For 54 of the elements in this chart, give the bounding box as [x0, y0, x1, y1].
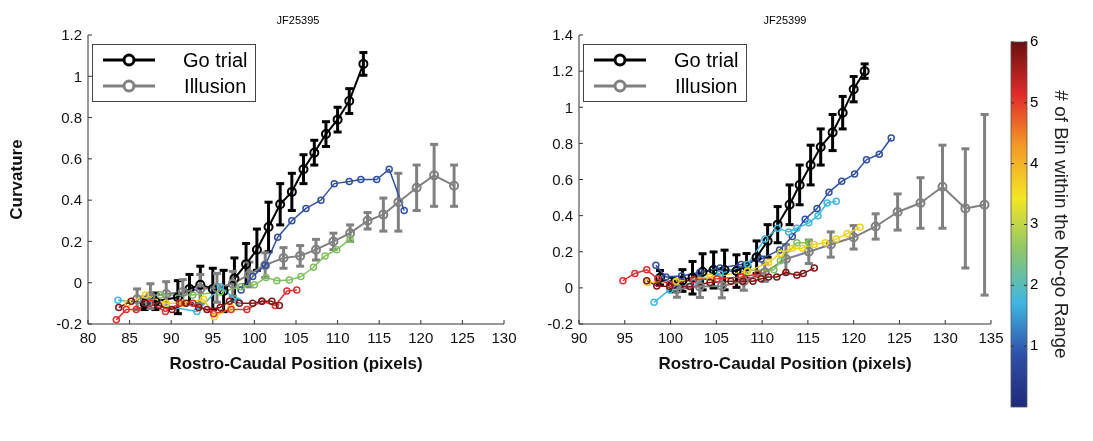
x-tick-label: 105 — [283, 328, 309, 346]
y-tick-label: -0.2 — [56, 315, 82, 333]
y-tick-label: 0.4 — [61, 191, 82, 209]
color-bar-label: 4 — [1030, 153, 1039, 171]
x-tick-label: 105 — [703, 328, 729, 346]
x-tick-label: 95 — [204, 328, 222, 346]
y-tick-label: 1 — [564, 98, 573, 116]
x-tick-label: 115 — [367, 328, 392, 346]
x-tick-label: 115 — [795, 328, 820, 346]
color-bar-label: 5 — [1030, 92, 1039, 110]
color-bar-label: 2 — [1030, 275, 1039, 293]
y-tick-label: 1.2 — [61, 26, 82, 44]
y-tick-label: 0.6 — [552, 170, 573, 188]
x-tick-label: 100 — [241, 328, 267, 346]
x-tick-label: 110 — [750, 328, 775, 346]
legend-label: Illusion — [674, 74, 739, 98]
x-tick-label: 80 — [79, 328, 97, 346]
x-tick-label: 110 — [325, 328, 350, 346]
y-tick-label: 0.8 — [552, 134, 573, 152]
x-tick-label: 135 — [978, 328, 1004, 346]
y-tick-label: 1.2 — [552, 62, 573, 80]
x-axis-title: Rostro-Caudal Position (pixels) — [658, 354, 912, 373]
x-tick-label: 95 — [616, 328, 634, 346]
x-tick-label: 120 — [408, 328, 434, 346]
x-tick-label: 125 — [449, 328, 475, 346]
color-bar-label: 1 — [1030, 336, 1039, 354]
color-bar-label: 6 — [1030, 31, 1039, 49]
x-tick-label: 125 — [886, 328, 912, 346]
chart-title: JF25399 — [762, 14, 808, 26]
x-tick-label: 130 — [932, 328, 958, 346]
x-axis-title: Rostro-Caudal Position (pixels) — [169, 354, 423, 373]
y-axis-title: Curvature — [7, 139, 27, 220]
y-tick-label: 0.2 — [552, 243, 573, 261]
y-tick-label: 1.4 — [552, 26, 573, 44]
legend-label: Illusion — [183, 74, 248, 98]
y-tick-label: 0.6 — [61, 150, 82, 168]
x-tick-label: 120 — [841, 328, 867, 346]
color-bar-label: 3 — [1030, 214, 1039, 232]
chart-title: JF25395 — [275, 14, 321, 26]
x-tick-label: 100 — [658, 328, 684, 346]
x-tick-label: 90 — [162, 328, 180, 346]
color-bar-title: # of Bin within the No-go Range — [1051, 90, 1072, 359]
y-tick-label: 0.2 — [61, 232, 82, 250]
x-tick-label: 90 — [570, 328, 588, 346]
legend-label: Go trial — [183, 48, 248, 72]
y-tick-label: 0.8 — [61, 108, 82, 126]
y-tick-label: -0.2 — [547, 315, 573, 333]
legend-label: Go trial — [674, 48, 739, 72]
y-tick-label: 0 — [564, 279, 573, 297]
y-tick-label: 0.4 — [552, 206, 573, 224]
x-tick-label: 85 — [121, 328, 138, 346]
y-tick-label: 1 — [73, 67, 82, 85]
y-tick-label: 0 — [73, 274, 82, 292]
x-tick-label: 130 — [491, 328, 517, 346]
